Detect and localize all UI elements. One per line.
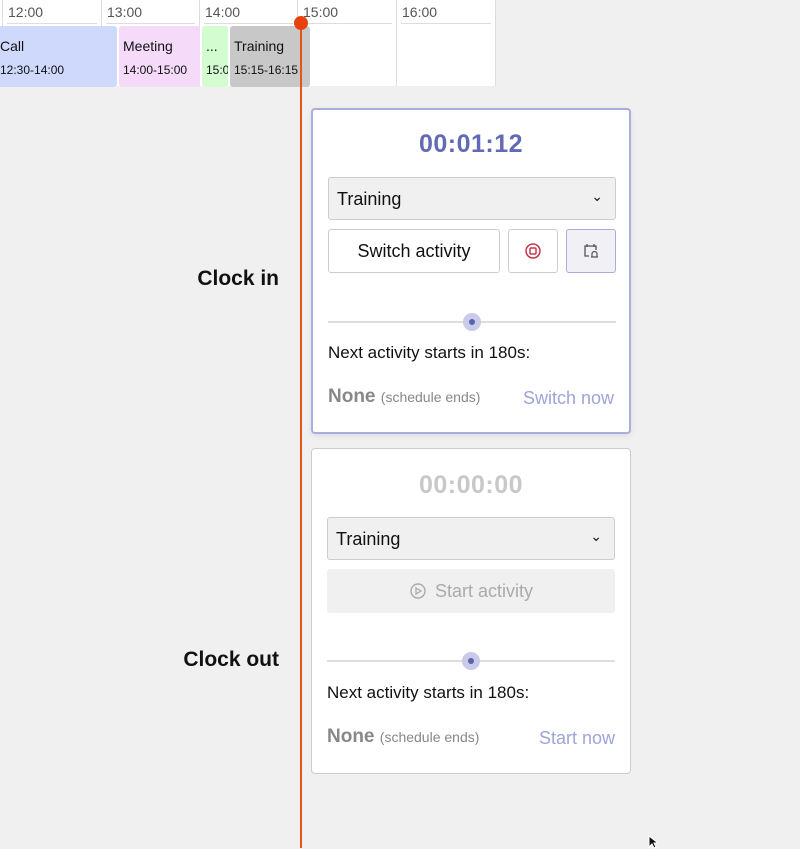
stop-icon [525,243,541,259]
timer: 00:00:00 [418,471,524,499]
timer: 00:01:12 [418,130,524,158]
activity-select[interactable]: Training ⌄ [327,517,615,560]
clock-out-card: 00:00:00 Training ⌄ Start activity Next a… [311,448,631,774]
schedule-reminder-button[interactable] [566,229,616,273]
event-title: Call [0,38,25,54]
switch-now-link[interactable]: Switch now [522,388,614,408]
current-time-line [300,22,302,848]
timeline: 12:00 13:00 14:00 15:00 16:00 Call 12:30-… [0,0,496,87]
chevron-down-icon: ⌄ [590,528,602,544]
start-activity-label: Start activity [434,580,534,601]
play-icon [410,583,426,599]
schedule-slider[interactable] [327,652,615,670]
event-short[interactable]: ... 15:00 [202,26,228,87]
slider-thumb[interactable] [462,652,480,670]
hour-label: 13:00 [106,4,195,24]
event-time: 12:30-14:00 [0,63,65,77]
next-activity: None (schedule ends) [328,386,480,408]
start-activity-button[interactable]: Start activity [327,569,615,613]
hour-column: 16:00 [396,0,496,86]
next-activity-note: (schedule ends) [380,389,481,405]
mouse-cursor-icon [648,835,660,849]
hour-label: 12:00 [7,4,97,24]
event-title: ... [206,38,218,54]
event-training[interactable]: Training 15:15-16:15 [230,26,310,87]
chevron-down-icon: ⌄ [591,188,603,204]
calendar-bell-icon [584,244,598,258]
slider-thumb[interactable] [463,313,481,331]
activity-select[interactable]: Training ⌄ [328,177,616,220]
event-time: 14:00-15:00 [123,63,188,77]
next-activity-text: Next activity starts in 180s: [327,683,530,702]
hour-column: 15:00 [297,0,396,86]
current-time-marker [294,16,308,30]
event-title: Training [234,38,285,54]
next-activity-name: None [327,726,375,747]
selected-activity: Training [337,189,402,209]
switch-activity-button[interactable]: Switch activity [328,229,500,273]
schedule-slider[interactable] [328,313,616,331]
clock-out-label: Clock out [183,648,279,671]
hour-label: 15:00 [302,4,392,24]
selected-activity: Training [336,529,401,549]
next-activity-text: Next activity starts in 180s: [328,343,531,362]
event-time: 15:00 [206,63,228,77]
hour-label: 16:00 [401,4,491,24]
event-title: Meeting [123,38,173,54]
event-meeting[interactable]: Meeting 14:00-15:00 [119,26,200,87]
event-call[interactable]: Call 12:30-14:00 [0,26,117,87]
event-time: 15:15-16:15 [234,63,299,77]
clock-in-card: 00:01:12 Training ⌄ Switch activity Next … [311,108,631,434]
clock-in-label: Clock in [197,267,279,290]
stop-button[interactable] [508,229,558,273]
next-activity-name: None [328,386,376,407]
next-activity: None (schedule ends) [327,726,479,748]
next-activity-note: (schedule ends) [379,729,480,745]
hour-label: 14:00 [204,4,293,24]
start-now-link[interactable]: Start now [538,728,615,748]
